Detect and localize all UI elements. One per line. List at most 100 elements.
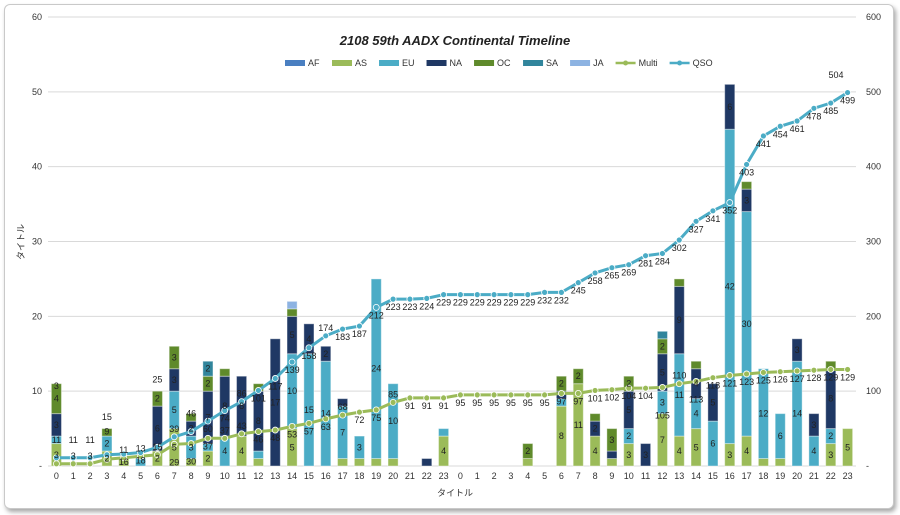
bar-segment-NA	[808, 413, 820, 437]
marker-QSO	[675, 236, 683, 244]
label-Multi: 129	[840, 372, 855, 382]
marker-QSO	[372, 303, 380, 311]
label-QSO: 139	[285, 365, 300, 375]
bar-value-label: 4	[744, 446, 749, 456]
label-Multi: 95	[523, 398, 533, 408]
legend-key-NA	[426, 60, 447, 66]
label-Multi: 37	[203, 441, 213, 451]
chart-title: 2108 59th AADX Continental Timeline	[339, 33, 570, 48]
legend-key-AF	[285, 60, 305, 66]
bar-value-label: 2	[205, 364, 210, 374]
bar-value-label: 3	[828, 450, 833, 460]
label-Multi: 3	[54, 381, 59, 391]
marker-Multi	[726, 372, 734, 379]
bar-segment-EU	[370, 278, 382, 460]
x-tick-label: 8	[593, 471, 598, 481]
marker-Multi	[473, 391, 481, 399]
label-QSO: 117	[268, 381, 282, 391]
marker-Multi	[490, 391, 498, 399]
label-QSO: 74	[220, 414, 230, 424]
bar-value-label: 3	[660, 397, 665, 407]
bar-value-label: 2	[559, 379, 564, 389]
bar-value-label: 4	[677, 446, 682, 456]
label-Multi: 121	[722, 378, 737, 388]
legend-key-AS	[332, 60, 353, 66]
label-QSO: 174	[318, 323, 333, 333]
x-tick-label: 22	[826, 471, 836, 481]
y2-tick-label: 300	[866, 237, 881, 247]
bar-segment-AS	[353, 458, 365, 467]
x-tick-label: 17	[338, 471, 348, 481]
x-tick-label: 6	[155, 471, 160, 481]
bar-value-label: 2	[525, 446, 530, 456]
label-QSO: 60	[203, 424, 213, 434]
bar-segment-AS	[673, 435, 685, 467]
label-Multi: 13	[136, 443, 146, 453]
marker-QSO	[776, 122, 784, 130]
y2-tick-label: 400	[866, 162, 881, 172]
x-tick-label: 12	[657, 471, 667, 481]
marker-QSO	[170, 433, 178, 441]
x-tick-label: 2	[492, 471, 497, 481]
marker-Multi	[322, 415, 330, 423]
bar-value-label: 2	[593, 424, 598, 434]
x-tick-label: 11	[641, 471, 650, 481]
bar-segment-JA	[286, 300, 298, 310]
marker-QSO	[473, 291, 481, 299]
label-QSO: 229	[470, 298, 485, 308]
bar-value-label: 9	[677, 315, 682, 325]
label-Multi: 118	[706, 381, 720, 391]
marker-QSO	[154, 443, 161, 451]
label-Multi: 57	[304, 426, 314, 436]
bar-value-label: 8	[222, 401, 227, 411]
bar-value-label: 5	[290, 330, 295, 340]
label-QSO: 485	[823, 106, 838, 116]
marker-QSO	[137, 449, 144, 456]
bar-segment-NA	[337, 398, 349, 407]
y-tick-label: -	[39, 461, 42, 471]
bar-value-label: 8	[239, 401, 244, 411]
marker-QSO	[608, 264, 616, 272]
label-Multi: 95	[455, 398, 465, 408]
label-Multi: 91	[422, 401, 432, 411]
x-tick-label: 4	[525, 471, 530, 481]
marker-QSO	[642, 252, 649, 260]
bar-segment-SA	[656, 330, 668, 340]
bar-segment-OC	[572, 368, 584, 385]
bar-value-label: 7	[660, 435, 665, 445]
label-QSO: 281	[638, 259, 653, 269]
x-tick-label: 9	[205, 471, 210, 481]
x-tick-label: 9	[609, 471, 614, 481]
x-tick-label: 16	[321, 471, 331, 481]
label-QSO: 11	[52, 435, 61, 445]
label-QSO: 229	[453, 298, 468, 308]
marker-QSO	[659, 250, 666, 257]
marker-Multi	[305, 419, 313, 427]
label-Multi: 128	[806, 373, 821, 383]
label-Multi: 110	[672, 371, 686, 381]
x-tick-label: 19	[371, 471, 381, 481]
marker-Multi	[187, 440, 195, 447]
marker-QSO	[305, 344, 313, 352]
y-tick-label: 10	[32, 386, 42, 396]
marker-Multi	[86, 460, 94, 468]
x-tick-label: 17	[742, 471, 752, 481]
label-QSO: 16	[119, 457, 129, 467]
marker-Multi	[255, 428, 262, 435]
label-QSO: 232	[554, 295, 569, 305]
x-tick-label: 3	[104, 471, 109, 481]
marker-Multi	[507, 391, 515, 399]
bar-value-label: 2	[660, 341, 665, 351]
marker-Multi	[406, 394, 414, 402]
x-tick-label: 20	[792, 471, 802, 481]
bar-value-label: 10	[388, 416, 398, 426]
marker-Multi	[53, 460, 60, 468]
label-Multi: 3	[71, 451, 76, 461]
marker-QSO	[743, 161, 750, 168]
label-Multi: 29	[169, 457, 179, 467]
legend-marker-Multi	[623, 60, 629, 66]
label-QSO: 403	[739, 167, 754, 177]
bar-value-label: 2	[626, 431, 631, 441]
x-tick-label: 0	[458, 471, 463, 481]
bar-segment-NA	[269, 338, 281, 467]
